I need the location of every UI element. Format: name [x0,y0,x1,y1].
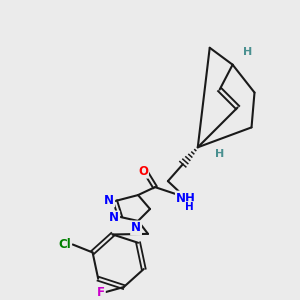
Text: H: H [243,47,252,57]
Text: N: N [131,221,141,234]
Text: Cl: Cl [58,238,71,251]
Text: O: O [138,165,148,178]
Text: H: H [185,202,194,212]
Text: H: H [215,149,224,159]
Text: N: N [104,194,114,206]
Text: NH: NH [176,192,196,205]
Text: F: F [97,286,105,298]
Text: N: N [109,212,119,224]
